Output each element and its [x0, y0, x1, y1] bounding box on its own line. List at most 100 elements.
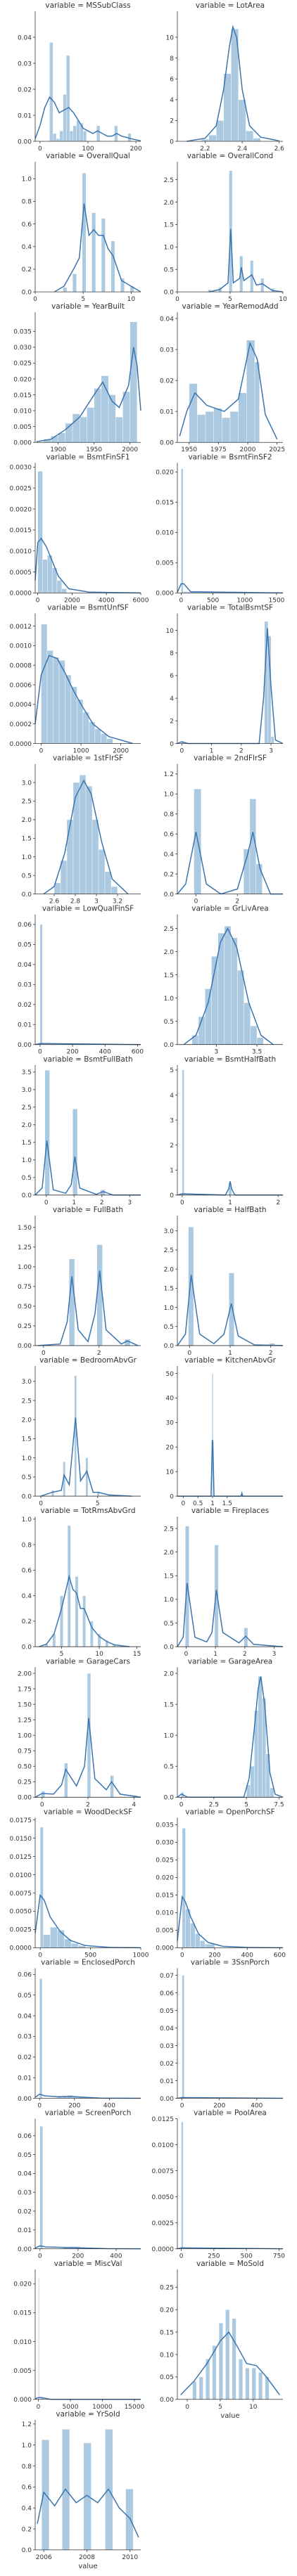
y-tick-label: 0.0 [164, 1644, 175, 1651]
histogram-bar [244, 1003, 251, 1045]
histogram-bar [181, 468, 184, 593]
y-tick-label: 0.020 [13, 376, 32, 383]
y-tick-label: 1.5 [22, 1140, 32, 1147]
kde-line [187, 25, 279, 142]
x-tick-label: 0 [39, 1500, 43, 1507]
y-tick-label: 0.04 [18, 34, 32, 41]
x-tick-label: 1 [228, 1350, 232, 1357]
histogram-bar [71, 1943, 79, 1948]
panel-title: variable = FullBath [53, 1206, 123, 1214]
histogram-bar [98, 849, 106, 894]
y-tick-label: 0.00 [18, 1343, 32, 1350]
panel-title: variable = GarageCars [46, 1657, 130, 1666]
histogram-bar [60, 860, 68, 894]
y-tick-label: 0.4 [22, 1593, 32, 1600]
y-tick-label: 0.5 [22, 1474, 32, 1481]
kde-line [177, 1895, 284, 1949]
y-tick-label: 0.10 [160, 2352, 174, 2359]
y-tick-label: 0.030 [13, 344, 32, 352]
histogram-bar [195, 1933, 201, 1948]
y-tick-label: 1.25 [18, 1717, 32, 1724]
x-tick-label: 10000 [92, 2404, 113, 2411]
y-tick-label: 0.20 [160, 2307, 174, 2314]
y-tick-label: 0 [170, 1192, 174, 1199]
y-tick-label: 0.0030 [10, 465, 32, 472]
x-tick-label: 3 [127, 1199, 132, 1206]
y-tick-label: 0.035 [13, 329, 32, 336]
histogram-bar [122, 391, 130, 443]
y-tick-label: 0.05 [160, 2008, 174, 2015]
y-tick-label: 0.06 [18, 1972, 32, 1979]
x-tick-label: 400 [251, 2103, 263, 2110]
panel-title: variable = GrLivArea [191, 905, 268, 913]
x-tick-label: 7.5 [274, 1801, 284, 1808]
kde-line [208, 228, 284, 292]
panel-title: variable = Fireplaces [191, 1507, 269, 1515]
y-tick-label: 0.01 [18, 1022, 32, 1029]
y-tick-label: 1.0 [164, 245, 175, 252]
x-tick-label: 0 [37, 2404, 41, 2411]
histogram-bar [192, 2381, 197, 2400]
y-tick-label: 2.5 [22, 1398, 32, 1405]
y-tick-label: 2.00 [18, 1670, 32, 1677]
x-tick-label: 1950 [181, 446, 197, 453]
x-tick-label: 100 [82, 146, 94, 153]
kde-line [177, 1275, 284, 1346]
y-tick-label: 0.05 [160, 2374, 174, 2381]
x-tick-label: 1.5 [222, 1500, 232, 1507]
x-tick-label: 1000 [133, 1952, 149, 1959]
y-tick-label: 0.005 [156, 560, 174, 567]
x-tick-label: 2008 [79, 2554, 95, 2561]
histogram-bar [78, 1945, 86, 1948]
facet-panel: variable = YearBuilt 0.000 0.005 0.010 0.015… [13, 302, 141, 453]
histogram-bar [94, 388, 102, 443]
kde-line [34, 2245, 141, 2250]
histogram-bar [79, 775, 87, 894]
histogram-bar [110, 240, 115, 292]
kde-line [39, 1574, 129, 1647]
y-tick-label: 0.00 [18, 2096, 32, 2103]
y-tick-label: 0 [170, 1493, 174, 1500]
x-tick-label: 0 [38, 1952, 42, 1959]
x-tick-label: 0 [38, 2253, 42, 2260]
y-tick-label: 0.6 [22, 2485, 32, 2492]
y-tick-label: 0.4 [22, 2506, 32, 2513]
histogram-bar [213, 408, 222, 443]
histogram-bar [258, 2372, 263, 2400]
x-tick-label: 0 [179, 747, 184, 754]
panel-title: variable = OverallCond [187, 152, 273, 160]
x-tick-label: 400 [241, 1952, 253, 1959]
x-tick-label: 0 [180, 1199, 184, 1206]
y-tick-label: 1.0 [164, 1305, 175, 1312]
histogram-bar [66, 819, 74, 894]
histogram-bar [197, 414, 206, 443]
y-tick-label: 0.03 [18, 982, 32, 989]
y-tick-label: 0.0125 [152, 2116, 175, 2123]
x-tick-label: 2000 [122, 446, 138, 453]
y-tick-label: 0.035 [156, 1822, 174, 1829]
histogram-bar [101, 218, 106, 292]
y-tick-label: 1.75 [18, 1686, 32, 1693]
y-tick-label: 10 [166, 34, 175, 41]
facet-panel: variable = 1stFlrSF 0.0 0.5 1.0 1.5 2.0 2.5 3.0… [22, 754, 141, 906]
y-tick-label: 0.15 [160, 2329, 174, 2336]
x-tick-label: 5 [60, 1651, 64, 1658]
histogram-bar [66, 55, 70, 142]
y-tick-label: 0.015 [156, 1893, 174, 1900]
y-tick-label: 0.04 [18, 962, 32, 969]
histogram-bar [189, 383, 198, 443]
facet-panel: variable = LotArea 0 2 4 6 8 10 2.2 2.4 2.6 [166, 1, 285, 153]
x-tick-label: 5 [228, 296, 232, 303]
histogram-bar [39, 2126, 44, 2249]
y-tick-label: 0.0 [22, 1493, 32, 1500]
histogram-bar [125, 2489, 134, 2551]
x-tick-label: 0 [40, 1801, 44, 1808]
histogram-bar [57, 1930, 65, 1948]
x-tick-label: 2000 [113, 747, 129, 754]
x-tick-label: 6000 [133, 597, 149, 604]
x-tick-label: 600 [274, 1952, 286, 1959]
x-tick-label: 1 [210, 1500, 215, 1507]
x-tick-label: 3 [269, 747, 273, 754]
y-tick-label: 0.0100 [10, 1872, 32, 1879]
